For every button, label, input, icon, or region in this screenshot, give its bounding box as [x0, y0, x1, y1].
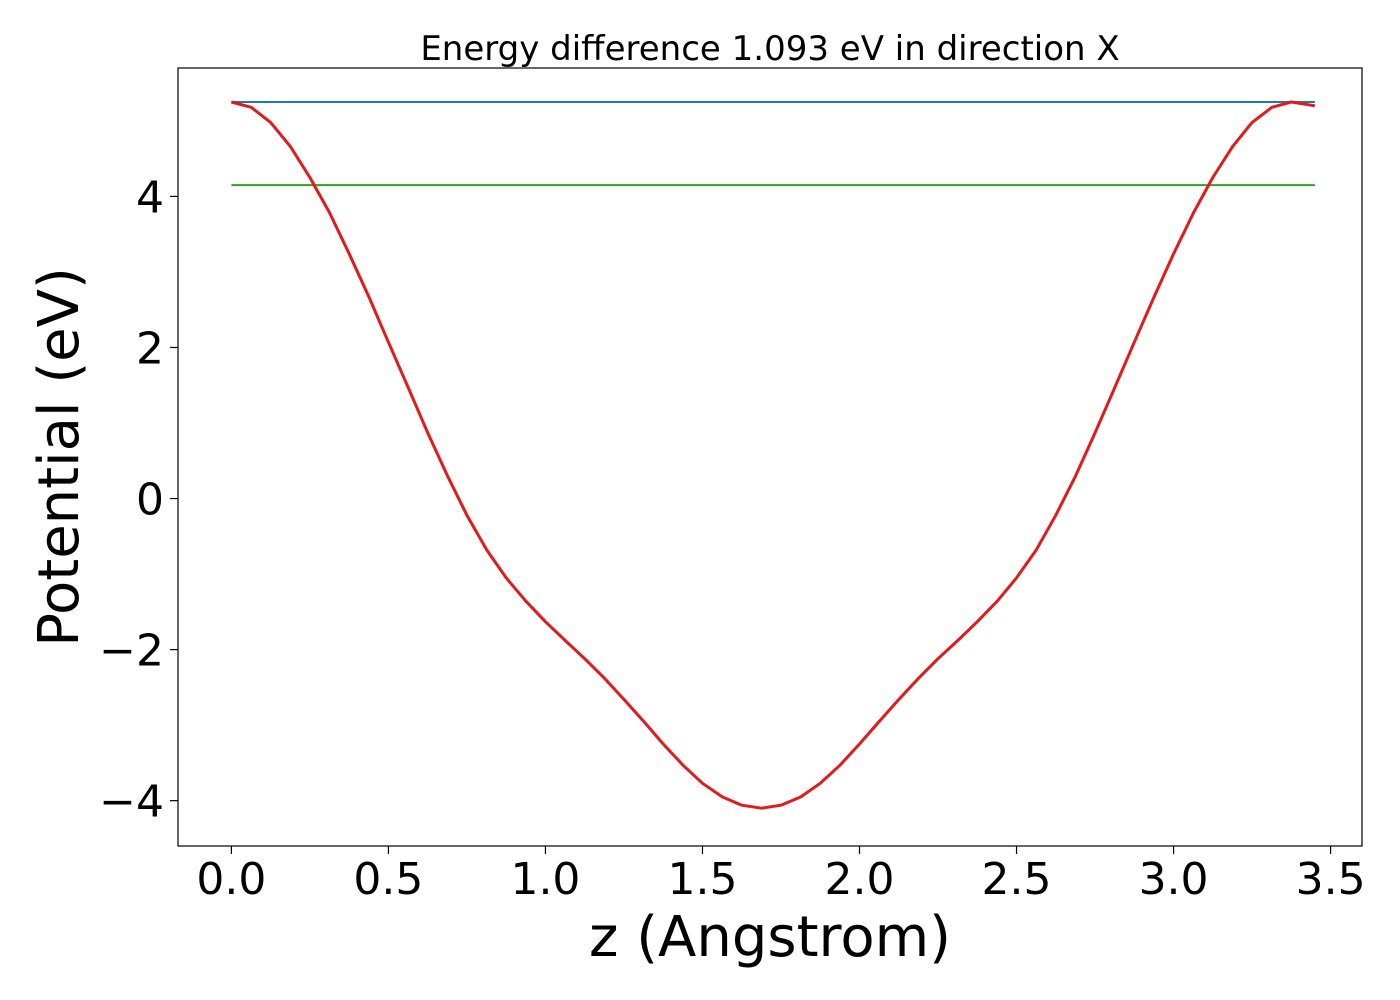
x-tick-label: 0.0 — [196, 854, 266, 905]
x-tick-label: 2.5 — [982, 854, 1052, 905]
x-tick-label: 1.0 — [510, 854, 580, 905]
x-tick-label: 3.0 — [1139, 854, 1209, 905]
x-tick-label: 2.0 — [825, 854, 895, 905]
x-tick-label: 3.5 — [1296, 854, 1366, 905]
x-axis-label: z (Angstrom) — [589, 905, 951, 970]
x-tick-label: 0.5 — [353, 854, 423, 905]
chart-title: Energy difference 1.093 eV in direction … — [420, 29, 1119, 69]
x-axis-ticks: 0.0 0.5 1.0 1.5 2.0 2.5 3.0 3.5 — [196, 846, 1366, 905]
series-line-potential-curve — [231, 100, 1316, 810]
plot-area-frame — [177, 67, 1363, 847]
y-tick-label: −2 — [99, 626, 164, 677]
y-tick-label: 0 — [136, 475, 164, 526]
series-layer — [231, 100, 1316, 810]
y-axis-label: Potential (eV) — [27, 267, 92, 647]
y-tick-label: 2 — [136, 323, 164, 374]
y-tick-label: 4 — [136, 172, 164, 223]
y-axis-ticks: 4 2 0 −2 −4 — [99, 172, 178, 828]
y-tick-label: −4 — [99, 777, 164, 828]
x-tick-label: 1.5 — [667, 854, 737, 905]
